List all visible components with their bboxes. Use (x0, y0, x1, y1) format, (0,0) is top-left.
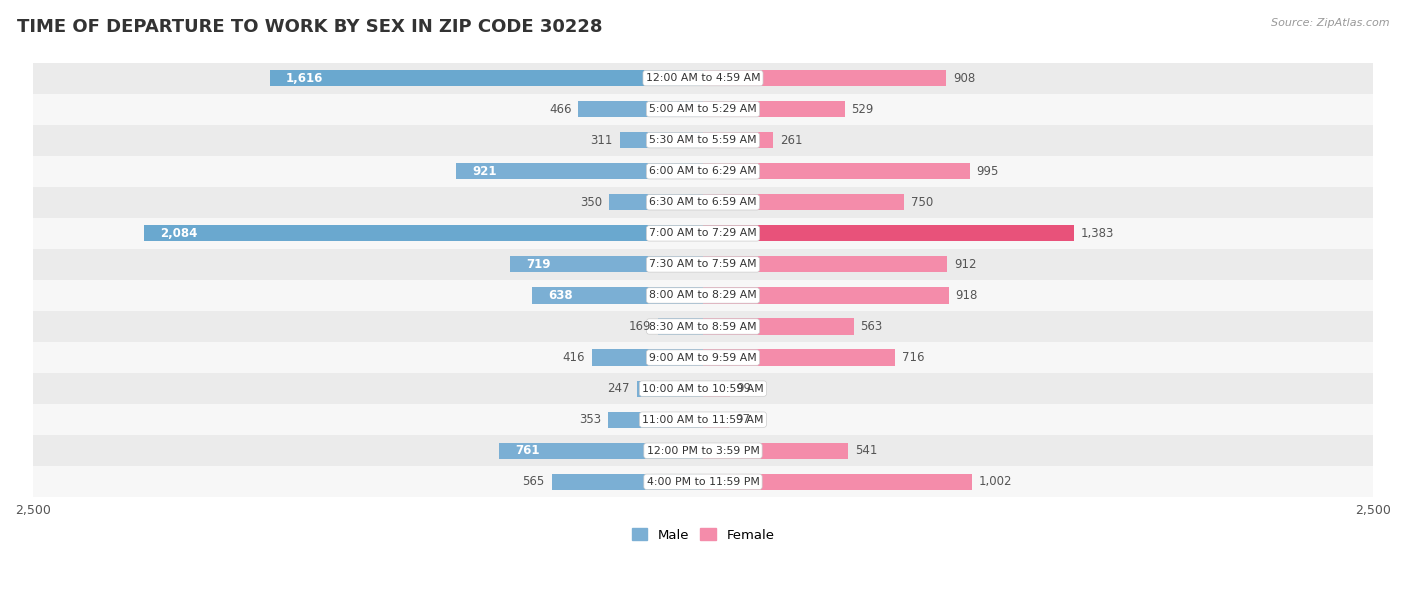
Bar (32, 125, 1374, 156)
Bar (592, 349, 703, 366)
Text: 1,383: 1,383 (1080, 227, 1114, 240)
Text: 5:00 AM to 5:29 AM: 5:00 AM to 5:29 AM (650, 104, 756, 114)
Bar (145, 226, 703, 242)
Bar (510, 256, 703, 273)
Text: 719: 719 (526, 258, 551, 271)
Bar (620, 132, 703, 148)
Text: 311: 311 (591, 134, 613, 147)
Text: 565: 565 (523, 475, 546, 488)
Text: 12:00 AM to 4:59 AM: 12:00 AM to 4:59 AM (645, 73, 761, 83)
Bar (609, 412, 703, 428)
Bar (499, 443, 703, 459)
Text: 1,002: 1,002 (979, 475, 1012, 488)
Text: 638: 638 (548, 289, 572, 302)
Bar (32, 280, 1374, 311)
Text: 921: 921 (472, 165, 496, 178)
Text: 97: 97 (735, 413, 751, 426)
Bar (703, 163, 970, 179)
Text: 7:30 AM to 7:59 AM: 7:30 AM to 7:59 AM (650, 259, 756, 270)
Text: 761: 761 (515, 444, 540, 457)
Bar (456, 163, 703, 179)
Bar (270, 70, 703, 86)
Bar (32, 187, 1374, 218)
Text: 563: 563 (860, 320, 883, 333)
Bar (703, 70, 946, 86)
Bar (32, 93, 1374, 125)
Bar (658, 318, 703, 334)
Bar (32, 373, 1374, 404)
Text: 247: 247 (607, 382, 630, 395)
Bar (703, 256, 948, 273)
Text: 169: 169 (628, 320, 651, 333)
Bar (578, 101, 703, 117)
Text: TIME OF DEPARTURE TO WORK BY SEX IN ZIP CODE 30228: TIME OF DEPARTURE TO WORK BY SEX IN ZIP … (17, 18, 602, 36)
Text: 8:30 AM to 8:59 AM: 8:30 AM to 8:59 AM (650, 321, 756, 331)
Text: 12:00 PM to 3:59 PM: 12:00 PM to 3:59 PM (647, 446, 759, 456)
Bar (703, 349, 894, 366)
Bar (637, 381, 703, 397)
Text: 4:00 PM to 11:59 PM: 4:00 PM to 11:59 PM (647, 477, 759, 487)
Text: 541: 541 (855, 444, 877, 457)
Text: 750: 750 (911, 196, 934, 209)
Text: 261: 261 (780, 134, 803, 147)
Bar (703, 318, 853, 334)
Text: 716: 716 (901, 351, 924, 364)
Bar (32, 311, 1374, 342)
Bar (703, 474, 972, 490)
Bar (531, 287, 703, 303)
Text: 995: 995 (976, 165, 998, 178)
Text: 2,084: 2,084 (160, 227, 198, 240)
Bar (703, 287, 949, 303)
Bar (703, 412, 728, 428)
Text: 5:30 AM to 5:59 AM: 5:30 AM to 5:59 AM (650, 135, 756, 145)
Text: 350: 350 (581, 196, 603, 209)
Bar (703, 226, 1074, 242)
Text: 912: 912 (955, 258, 977, 271)
Text: 99: 99 (737, 382, 751, 395)
Bar (551, 474, 703, 490)
Bar (32, 342, 1374, 373)
Text: 1,616: 1,616 (285, 71, 323, 84)
Text: 416: 416 (562, 351, 585, 364)
Bar (32, 62, 1374, 93)
Text: 8:00 AM to 8:29 AM: 8:00 AM to 8:29 AM (650, 290, 756, 300)
Bar (32, 435, 1374, 466)
Text: 6:00 AM to 6:29 AM: 6:00 AM to 6:29 AM (650, 166, 756, 176)
Text: 918: 918 (956, 289, 979, 302)
Text: 7:00 AM to 7:29 AM: 7:00 AM to 7:29 AM (650, 228, 756, 239)
Text: 11:00 AM to 11:59 AM: 11:00 AM to 11:59 AM (643, 415, 763, 425)
Text: 466: 466 (548, 103, 571, 115)
Bar (703, 443, 848, 459)
Bar (32, 218, 1374, 249)
Bar (609, 194, 703, 211)
Bar (32, 404, 1374, 435)
Text: 10:00 AM to 10:59 AM: 10:00 AM to 10:59 AM (643, 384, 763, 394)
Text: 529: 529 (852, 103, 875, 115)
Text: 908: 908 (953, 71, 976, 84)
Bar (32, 466, 1374, 497)
Text: Source: ZipAtlas.com: Source: ZipAtlas.com (1271, 18, 1389, 28)
Bar (703, 101, 845, 117)
Legend: Male, Female: Male, Female (626, 523, 780, 547)
Bar (703, 381, 730, 397)
Bar (32, 249, 1374, 280)
Text: 353: 353 (579, 413, 602, 426)
Bar (703, 194, 904, 211)
Text: 9:00 AM to 9:59 AM: 9:00 AM to 9:59 AM (650, 353, 756, 362)
Bar (703, 132, 773, 148)
Bar (32, 156, 1374, 187)
Text: 6:30 AM to 6:59 AM: 6:30 AM to 6:59 AM (650, 198, 756, 207)
